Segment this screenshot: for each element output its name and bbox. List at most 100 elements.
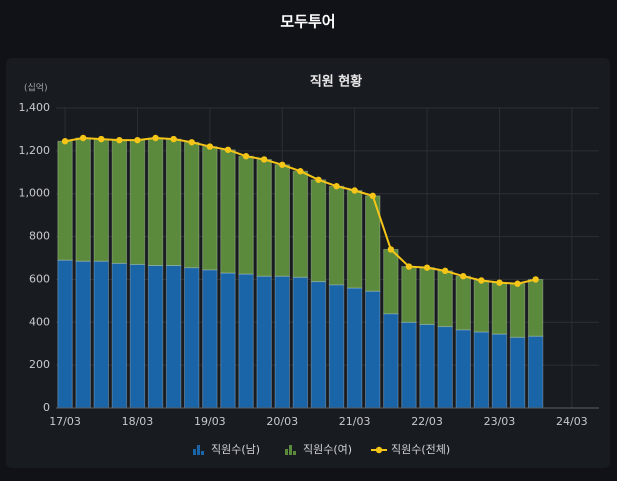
x-tick-label: 22/03 xyxy=(411,415,443,428)
y-tick-label: 0 xyxy=(43,401,50,414)
bar-segment xyxy=(238,273,254,409)
x-tick-label: 23/03 xyxy=(484,415,516,428)
bar-segment xyxy=(75,260,91,409)
bar-segment xyxy=(455,329,471,409)
line-point xyxy=(514,280,521,287)
line-point xyxy=(460,273,467,280)
x-tick-label: 18/03 xyxy=(122,415,154,428)
x-tick-label: 19/03 xyxy=(194,415,226,428)
bar-segment xyxy=(437,326,453,409)
bar-segment xyxy=(93,138,109,262)
legend-icon xyxy=(293,451,296,455)
bar-segment xyxy=(220,272,236,409)
line-point xyxy=(423,264,431,271)
bar-segment xyxy=(292,170,309,278)
bar-segment xyxy=(202,269,218,409)
line-point xyxy=(61,138,69,145)
legend-icon xyxy=(197,445,200,455)
line-point xyxy=(134,136,141,144)
bar-segment xyxy=(129,263,146,409)
line-point xyxy=(170,135,177,143)
bar-segment xyxy=(147,137,164,266)
bar-segment xyxy=(256,275,272,409)
x-tick-label: 21/03 xyxy=(339,415,371,428)
bar-segment xyxy=(57,140,73,261)
y-tick-label: 400 xyxy=(29,315,50,328)
line-point xyxy=(333,183,340,190)
bar-segment xyxy=(75,137,91,262)
bar-segment xyxy=(184,141,200,269)
y-tick-label: 600 xyxy=(29,272,50,285)
unit-label: (십억) xyxy=(24,82,48,94)
bar-segment xyxy=(455,275,471,331)
y-tick-label: 1,200 xyxy=(19,144,51,157)
bar-segment xyxy=(147,265,164,409)
bar-segment xyxy=(220,149,236,274)
bar-segment xyxy=(509,283,526,338)
bar-segment xyxy=(238,155,254,275)
header-title: 모두투어 xyxy=(280,13,335,31)
legend-icon xyxy=(285,449,288,455)
bar-segment xyxy=(383,313,399,409)
x-tick-label: 17/03 xyxy=(49,415,81,428)
bar-segment xyxy=(328,284,345,409)
bar-segment xyxy=(419,267,435,325)
y-tick-label: 800 xyxy=(29,230,50,243)
line-point xyxy=(369,192,376,200)
y-tick-label: 200 xyxy=(29,358,50,371)
line-point xyxy=(116,136,123,144)
bar-segment xyxy=(111,139,128,264)
line-point xyxy=(279,161,286,168)
bar-segment xyxy=(491,282,508,335)
line-point xyxy=(532,276,539,283)
x-tick-label: 20/03 xyxy=(266,415,298,428)
bar-segment xyxy=(473,280,490,333)
bar-segment xyxy=(165,138,182,266)
legend-label: 직원수(여) xyxy=(303,443,352,456)
bar-segment xyxy=(491,333,508,409)
bar-segment xyxy=(184,267,200,409)
bar-segment xyxy=(129,139,146,265)
legend-icon xyxy=(201,451,204,455)
bar-segment xyxy=(111,262,128,409)
bar-segment xyxy=(383,248,399,315)
y-tick-label: 1,400 xyxy=(19,101,51,114)
chart-title: 직원 현황 xyxy=(310,74,362,90)
legend-icon xyxy=(289,445,292,455)
line-point xyxy=(441,267,449,275)
bar-segment xyxy=(527,335,544,409)
legend-label: 직원수(전체) xyxy=(391,443,450,456)
line-point xyxy=(297,168,304,175)
line-point xyxy=(496,279,503,286)
legend-icon xyxy=(375,446,383,454)
bar-segment xyxy=(310,179,327,283)
bar-segment xyxy=(310,281,327,409)
line-point xyxy=(152,134,159,142)
bar-segment xyxy=(346,287,363,409)
legend-icon xyxy=(193,449,196,455)
plot: 0 200 400 600 800 1,000 1,200 1,400 17/03 18/03 19… xyxy=(19,101,599,428)
legend-label: 직원수(남) xyxy=(211,443,260,456)
line-point xyxy=(315,176,322,183)
bar-segment xyxy=(437,270,453,328)
bar-segment xyxy=(401,321,417,409)
bar-segment xyxy=(473,331,490,409)
x-tick-label: 24/03 xyxy=(556,415,588,428)
bar-segment xyxy=(401,266,417,323)
line-point xyxy=(206,143,214,150)
bar-segment xyxy=(256,158,272,277)
bar-segment xyxy=(509,336,526,409)
bar-segment xyxy=(202,146,218,271)
line-point xyxy=(260,156,268,163)
bar-segment xyxy=(274,164,290,277)
y-tick-label: 1,000 xyxy=(19,187,51,200)
line-point xyxy=(224,146,232,153)
line-point xyxy=(188,139,195,146)
bar-segment xyxy=(365,290,381,409)
bar-segment xyxy=(527,278,544,337)
bar-segment xyxy=(419,323,435,409)
line-point xyxy=(98,135,105,143)
line-point xyxy=(242,153,250,160)
bar-segment xyxy=(328,185,345,286)
